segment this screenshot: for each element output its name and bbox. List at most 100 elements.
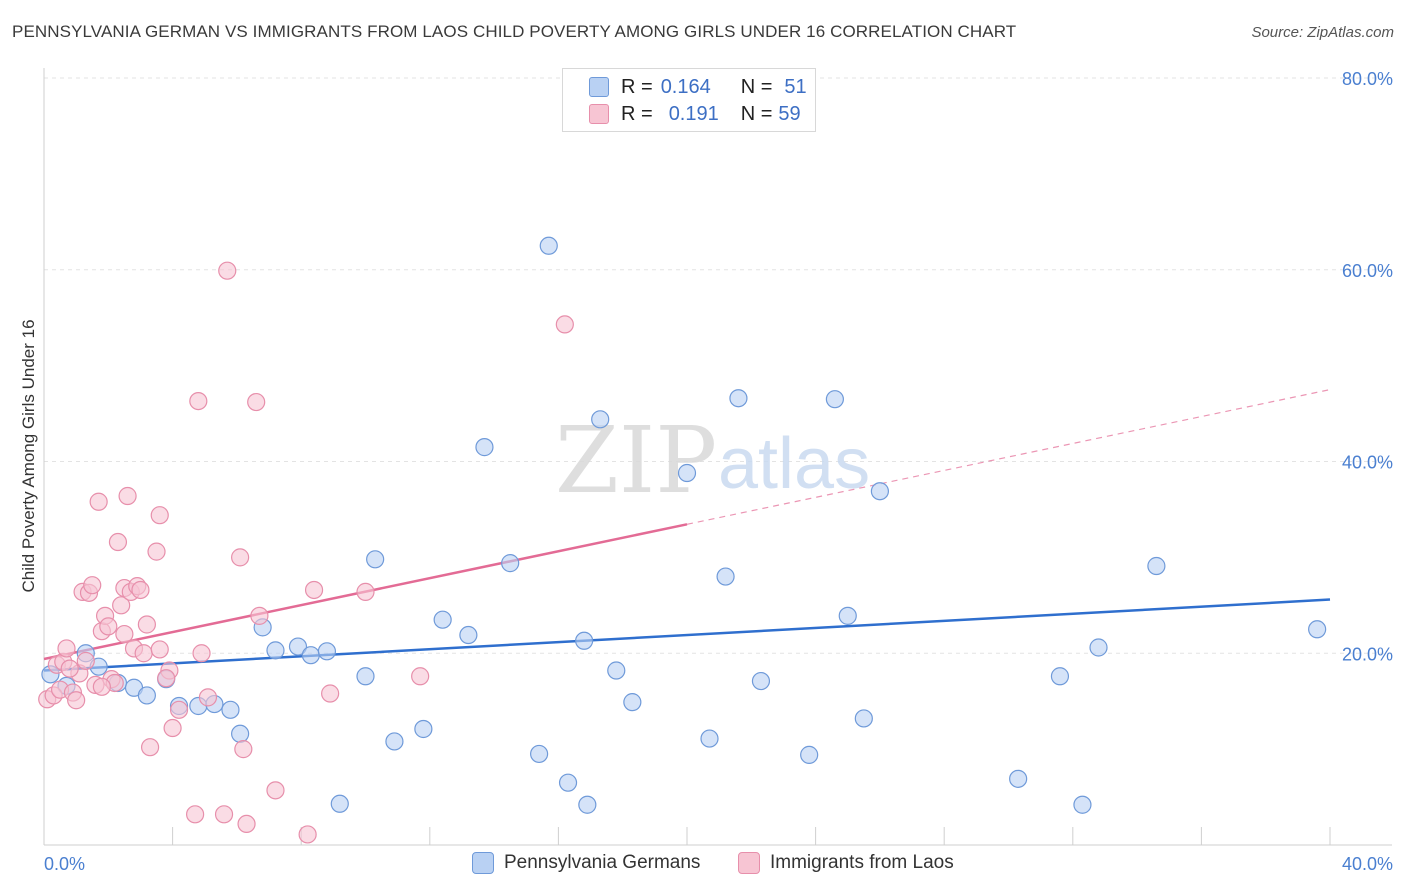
data-point-blue (330, 794, 349, 813)
y-axis-label: Child Poverty Among Girls Under 16 (19, 319, 38, 592)
data-point-blue (838, 606, 857, 625)
data-point-pink (298, 825, 317, 844)
data-point-blue (700, 729, 719, 748)
data-point-pink (131, 580, 150, 600)
legend-n-value: 51 (784, 75, 807, 98)
data-point-pink (112, 596, 131, 615)
data-point-pink (218, 261, 237, 280)
data-point-blue (501, 554, 520, 573)
legend-r-value: 0.191 (668, 102, 719, 125)
data-point-pink (118, 486, 137, 506)
data-point-blue (1009, 769, 1028, 788)
watermark: ZIP atlas (555, 407, 870, 514)
data-point-blue (607, 661, 626, 680)
data-point-pink (157, 669, 176, 688)
data-point-pink (247, 392, 266, 412)
data-point-blue (385, 732, 404, 751)
data-point-pink (356, 582, 375, 601)
data-point-blue (1308, 620, 1327, 639)
data-point-pink (169, 700, 189, 719)
axis-layer (43, 68, 1392, 846)
data-point-pink (60, 659, 79, 678)
legend-r-value: 0.164 (660, 75, 711, 98)
data-point-pink (89, 492, 108, 511)
points-layer (38, 236, 1327, 844)
y-tick-label: 20.0% (1342, 644, 1393, 664)
data-point-blue (870, 482, 890, 501)
data-point-pink (150, 640, 169, 659)
source-label: Source: ZipAtlas.com (1251, 24, 1394, 41)
data-point-pink (147, 542, 166, 561)
legend-swatch-blue (472, 852, 494, 874)
data-point-blue (539, 236, 558, 255)
data-point-pink (134, 644, 153, 663)
data-point-pink (76, 651, 95, 671)
y-tick-label: 80.0% (1342, 69, 1393, 89)
data-point-pink (250, 606, 269, 625)
data-point-blue (288, 637, 308, 656)
trend-line-blue (43, 598, 1331, 672)
y-tick-label: 60.0% (1342, 261, 1393, 281)
data-point-pink (67, 691, 86, 710)
legend-item-immigrants-from-laos: Immigrants from Laos (738, 852, 954, 874)
data-point-blue (475, 438, 494, 457)
data-point-blue (459, 625, 478, 645)
data-point-blue (558, 773, 578, 792)
data-point-blue (729, 389, 748, 408)
data-point-blue (578, 795, 597, 814)
data-point-blue (356, 667, 375, 686)
data-point-blue (716, 567, 735, 586)
data-point-blue (1073, 795, 1092, 814)
data-point-blue (1050, 667, 1070, 686)
data-point-blue (677, 463, 697, 483)
data-point-pink (214, 805, 234, 824)
data-point-pink (115, 624, 134, 644)
grid-layer (44, 77, 1392, 654)
data-point-pink (92, 677, 111, 696)
data-point-blue (825, 390, 844, 409)
data-point-pink (57, 639, 76, 658)
data-point-pink (266, 781, 285, 800)
data-point-pink (304, 580, 324, 600)
data-point-pink (231, 548, 250, 567)
data-point-blue (317, 642, 337, 661)
legend-n-label: N = (740, 102, 773, 125)
data-point-blue (591, 410, 610, 429)
data-point-blue (1089, 638, 1108, 657)
legend-label: Immigrants from Laos (770, 852, 954, 873)
x-tick-label: 0.0% (44, 854, 85, 874)
data-point-blue (530, 744, 549, 764)
data-point-pink (108, 532, 128, 552)
data-point-pink (321, 684, 340, 703)
data-point-pink (192, 644, 211, 663)
data-point-blue (414, 719, 433, 739)
correlation-legend: R = 0.164 N = 51 R = 0.191 N = 59 (562, 68, 816, 132)
x-tick-label: 40.0% (1342, 854, 1393, 874)
data-point-blue (575, 631, 594, 650)
chart-title: PENNSYLVANIA GERMAN VS IMMIGRANTS FROM L… (12, 22, 1017, 41)
watermark-zip: ZIP (555, 407, 717, 514)
data-point-pink (137, 615, 156, 634)
data-point-blue (800, 745, 819, 764)
tick-labels: 20.0% 40.0% 60.0% 80.0% 0.0% 40.0% (44, 69, 1393, 874)
legend-swatch-pink (738, 852, 760, 874)
y-tick-label: 40.0% (1342, 453, 1393, 473)
legend-swatch-pink (589, 104, 609, 124)
data-point-blue (433, 610, 452, 629)
data-point-pink (186, 805, 205, 824)
series-legend: Pennsylvania Germans Immigrants from Lao… (0, 852, 1406, 878)
data-point-blue (266, 641, 285, 660)
data-point-blue (301, 646, 320, 665)
legend-row-blue: R = 0.164 N = 51 (589, 75, 807, 99)
data-point-pink (237, 814, 256, 834)
data-point-pink (555, 315, 574, 334)
data-point-blue (751, 671, 771, 691)
legend-n-value: 59 (778, 102, 801, 125)
legend-row-pink: R = 0.191 N = 59 (589, 102, 801, 126)
data-point-blue (137, 686, 156, 705)
legend-n-label: N = (740, 75, 773, 98)
data-point-pink (198, 688, 218, 707)
data-point-blue (231, 724, 250, 743)
watermark-atlas: atlas (718, 424, 870, 504)
data-point-pink (234, 740, 253, 759)
